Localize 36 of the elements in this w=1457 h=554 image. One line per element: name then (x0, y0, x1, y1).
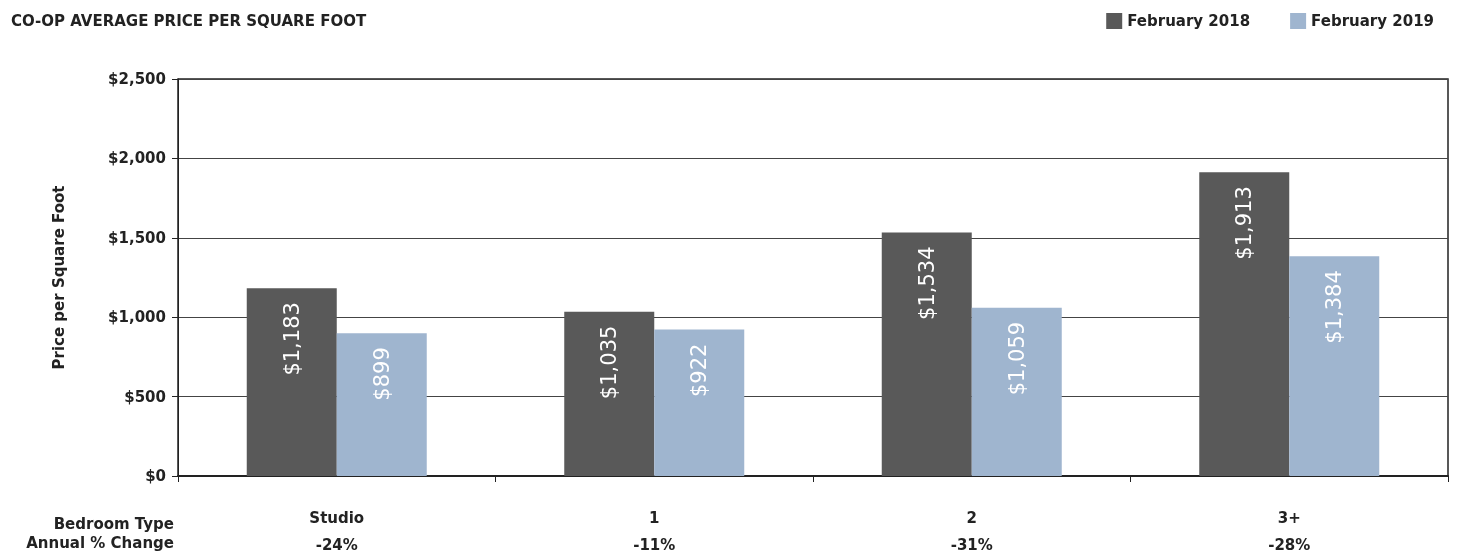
data-label: $1,059 (1004, 321, 1029, 396)
bar (1199, 172, 1290, 476)
data-label: $899 (369, 347, 394, 401)
y-tick-label: $1,500 (108, 228, 166, 247)
data-label: $1,183 (279, 302, 304, 376)
data-label: $1,035 (597, 325, 622, 400)
text: -31% (950, 536, 993, 554)
x-axis-title: Bedroom Type (53, 514, 174, 533)
y-tick-label: $2,500 (108, 70, 166, 88)
text: -28% (1268, 536, 1311, 554)
y-tick-label: $500 (124, 387, 166, 406)
data-label: $922 (687, 343, 712, 398)
data-label: $1,384 (1322, 270, 1347, 344)
bar (1289, 256, 1380, 476)
x-tick-label: 1 (649, 508, 660, 527)
text: -24% (315, 536, 358, 554)
y-tick-label: $2,000 (108, 149, 166, 168)
y-tick-label: $1,000 (108, 308, 166, 327)
bar (971, 307, 1062, 476)
x-tick-label: 3+ (1277, 508, 1301, 527)
bar (336, 333, 427, 476)
bar (654, 329, 745, 476)
bar (246, 288, 337, 476)
legend-label: February 2018 (1127, 12, 1251, 30)
chart-title: CO-OP AVERAGE PRICE PER SQUARE FOOT (11, 11, 367, 30)
text: Annual % Change (26, 534, 174, 552)
x-tick-label: Studio (309, 508, 365, 527)
y-axis-title: Price per Square Foot (49, 185, 68, 370)
bar (881, 232, 972, 476)
text: -11% (633, 536, 676, 554)
data-label: $1,913 (1232, 186, 1257, 260)
legend-label: February 2019 (1311, 12, 1435, 30)
y-tick-label: $0 (145, 467, 166, 485)
x-tick-label: 2 (966, 508, 977, 527)
data-label: $1,534 (914, 246, 939, 320)
bar (564, 311, 655, 476)
